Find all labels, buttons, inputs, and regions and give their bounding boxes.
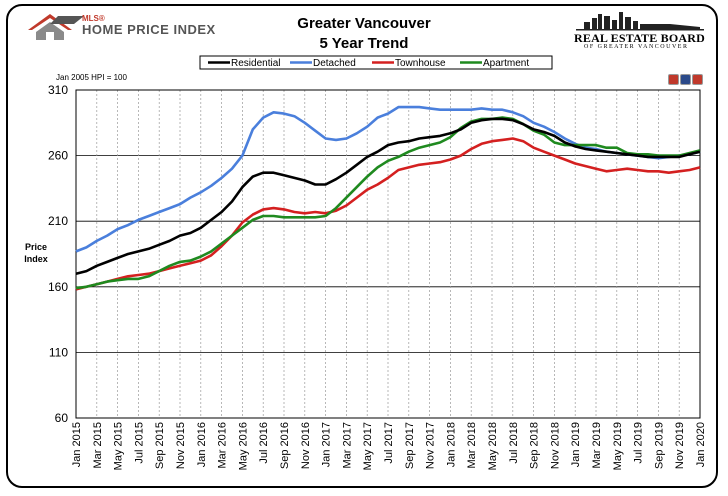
legend-label-apartment: Apartment xyxy=(483,58,529,69)
legend: Residential Detached Townhouse Apartment xyxy=(199,55,553,70)
rebgv-name: REAL ESTATE BOARD xyxy=(574,31,705,45)
x-tick-label-nov-2019: Nov 2019 xyxy=(674,422,686,469)
x-tick-label-jan-2018: Jan 2018 xyxy=(445,422,457,467)
y-axis-label-price: Price xyxy=(25,242,47,252)
x-tick-label-sep-2017: Sep 2017 xyxy=(404,422,416,469)
x-tick-label-sep-2019: Sep 2019 xyxy=(653,422,665,469)
legend-label-residential: Residential xyxy=(231,58,280,69)
chart-frame xyxy=(6,4,718,488)
plot-border xyxy=(75,89,701,419)
mls-badges xyxy=(668,72,704,90)
x-tick-label-jan-2019: Jan 2019 xyxy=(570,422,582,467)
series-line-townhouse xyxy=(75,137,701,291)
home-price-index-text: HOME PRICE INDEX xyxy=(82,22,216,37)
x-tick-label-jan-2015: Jan 2015 xyxy=(71,422,83,467)
y-tick-label-310: 310 xyxy=(48,83,68,97)
series-line-apartment xyxy=(75,116,701,290)
x-tick-label-jul-2018: Jul 2018 xyxy=(508,422,520,464)
x-tick-label-jan-2017: Jan 2017 xyxy=(321,422,333,467)
mls-badge-icon xyxy=(680,74,691,85)
home-badge-icon xyxy=(692,74,703,85)
x-tick-label-sep-2015: Sep 2015 xyxy=(154,422,166,469)
y-tick-label-110: 110 xyxy=(49,345,68,359)
x-tick-label-mar-2018: Mar 2018 xyxy=(466,422,478,468)
x-tick-label-jul-2015: Jul 2015 xyxy=(133,422,145,464)
y-tick-label-160: 160 xyxy=(48,280,68,294)
x-tick-label-may-2015: May 2015 xyxy=(113,422,125,470)
x-tick-label-jan-2020: Jan 2020 xyxy=(695,422,707,467)
x-tick-label-sep-2018: Sep 2018 xyxy=(529,422,541,469)
x-tick-label-may-2016: May 2016 xyxy=(237,422,249,470)
x-tick-label-may-2017: May 2017 xyxy=(362,422,374,470)
x-tick-label-nov-2018: Nov 2018 xyxy=(549,422,561,469)
chart-title: Greater Vancouver xyxy=(297,15,431,32)
y-axis-label-index: Index xyxy=(24,254,48,264)
chart-subtitle: 5 Year Trend xyxy=(320,35,409,52)
x-tick-label-sep-2016: Sep 2016 xyxy=(279,422,291,469)
x-tick-label-nov-2015: Nov 2015 xyxy=(175,422,187,469)
realtor-badge-icon xyxy=(668,74,679,85)
y-tick-label-60: 60 xyxy=(55,411,69,425)
mls-text: MLS® xyxy=(82,14,105,23)
base-note: Jan 2005 HPI = 100 xyxy=(56,73,127,82)
rebgv-skyline-logo xyxy=(576,12,704,31)
rebgv-subname: OF GREATER VANCOUVER xyxy=(584,44,689,50)
x-tick-label-mar-2015: Mar 2015 xyxy=(92,422,104,468)
x-tick-label-jul-2016: Jul 2016 xyxy=(258,422,270,464)
x-tick-label-mar-2016: Mar 2016 xyxy=(217,422,229,468)
legend-label-detached: Detached xyxy=(313,58,356,69)
series-line-detached xyxy=(75,105,701,253)
y-tick-label-260: 260 xyxy=(48,149,68,163)
x-tick-label-jan-2016: Jan 2016 xyxy=(196,422,208,467)
x-tick-label-may-2018: May 2018 xyxy=(487,422,499,470)
legend-label-townhouse: Townhouse xyxy=(395,58,446,69)
mls-hpi-logo xyxy=(28,14,84,40)
x-tick-label-nov-2017: Nov 2017 xyxy=(425,422,437,469)
x-tick-label-nov-2016: Nov 2016 xyxy=(300,422,312,469)
x-tick-label-jul-2017: Jul 2017 xyxy=(383,422,395,464)
x-tick-label-jul-2019: Jul 2019 xyxy=(633,422,645,464)
series-line-residential xyxy=(75,117,701,275)
x-tick-label-mar-2017: Mar 2017 xyxy=(341,422,353,468)
x-tick-label-may-2019: May 2019 xyxy=(612,422,624,470)
x-tick-label-mar-2019: Mar 2019 xyxy=(591,422,603,468)
y-tick-label-210: 210 xyxy=(48,214,68,228)
